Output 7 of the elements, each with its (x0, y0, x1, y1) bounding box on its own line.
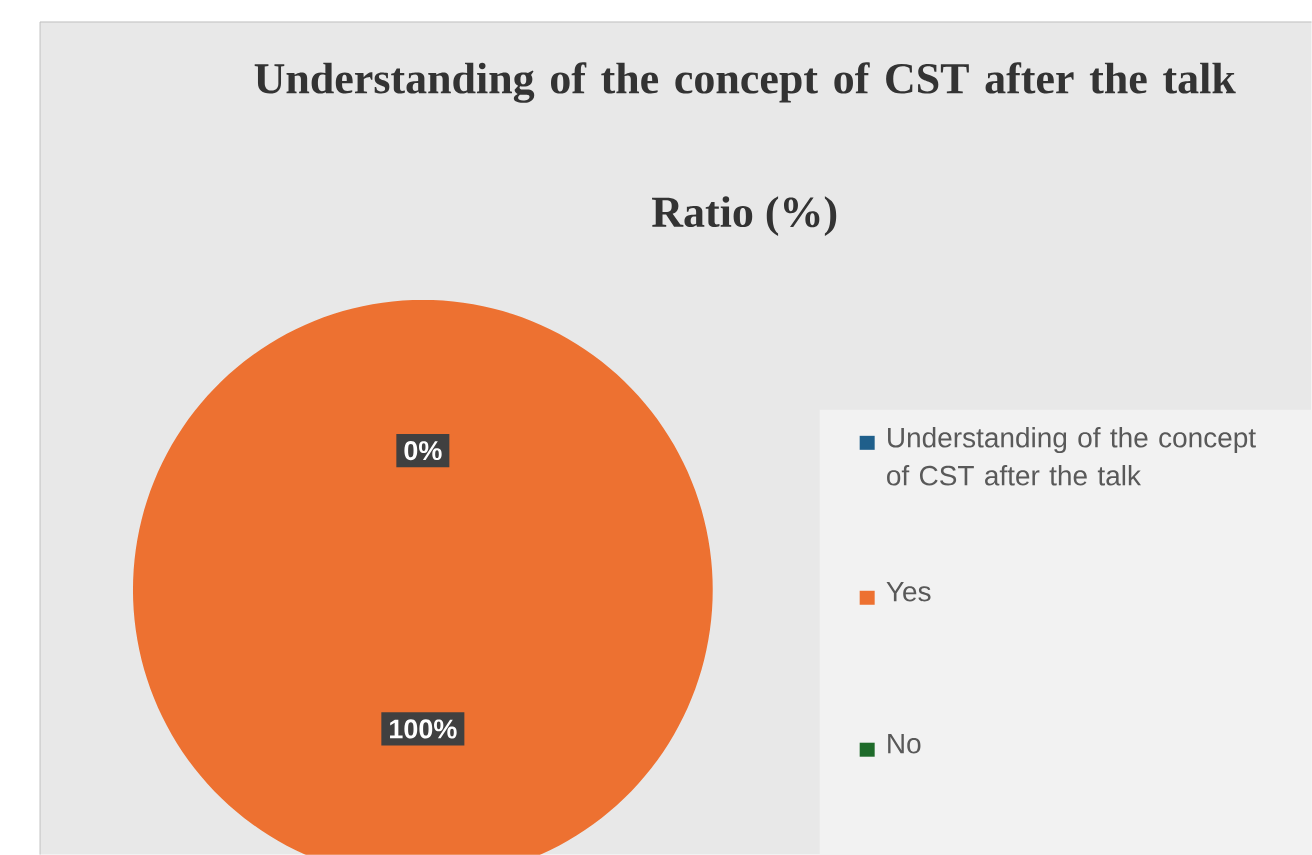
chart-subtitle: Ratio (%) (652, 196, 837, 236)
data-label: 100% (390, 719, 457, 739)
chart-title: Understanding of the concept of CST after the talk (254, 62, 1236, 103)
text: 0% (404, 440, 442, 461)
legend-label: No (888, 733, 921, 754)
legend-label: Understanding of the concept of CST after the talk (887, 426, 1256, 486)
legend-label: Yes (886, 581, 931, 602)
